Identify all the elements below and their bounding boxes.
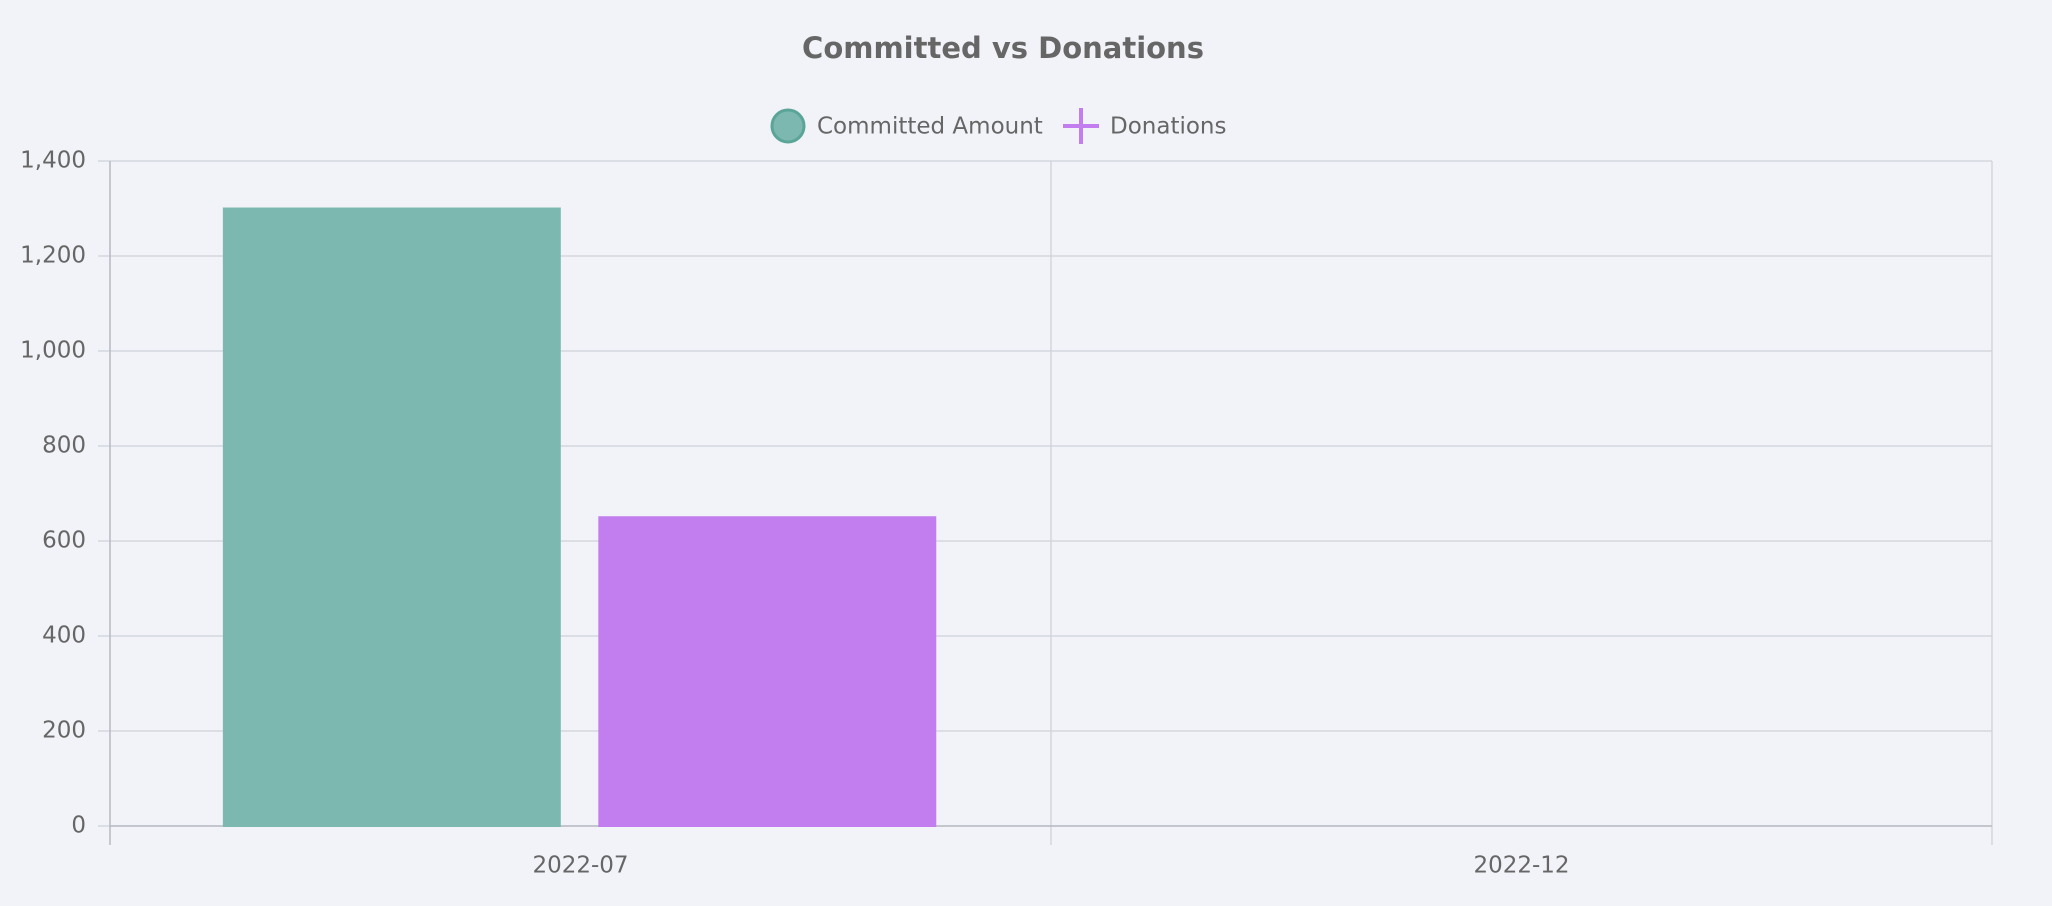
y-tick-label: 0 — [71, 813, 86, 839]
chart-title: Committed vs Donations — [802, 31, 1204, 65]
y-tick-label: 1,000 — [20, 338, 86, 364]
y-tick-label: 600 — [42, 528, 86, 554]
legend-label: Committed Amount — [817, 114, 1043, 140]
x-tick-label: 2022-12 — [1473, 853, 1569, 879]
legend-label: Donations — [1110, 114, 1227, 140]
bar — [598, 516, 937, 827]
y-tick-label: 1,200 — [20, 243, 86, 269]
x-tick-label: 2022-07 — [532, 853, 628, 879]
y-tick-label: 1,400 — [20, 148, 86, 174]
y-tick-label: 800 — [42, 433, 86, 459]
y-tick-label: 400 — [42, 623, 86, 649]
bar — [222, 207, 561, 827]
y-tick-label: 200 — [42, 718, 86, 744]
legend-marker — [770, 108, 806, 144]
